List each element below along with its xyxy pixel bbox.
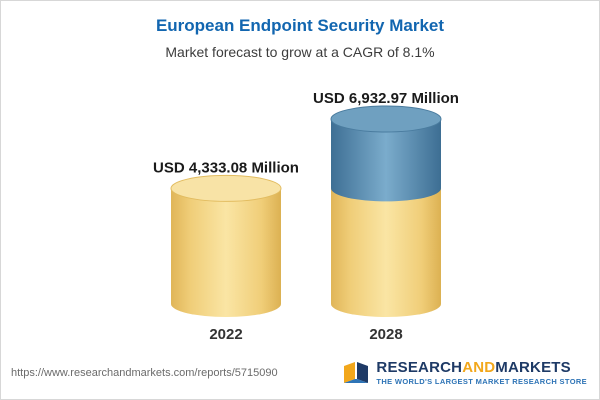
logo-mark-icon [344, 362, 369, 383]
logo-wordmark: RESEARCHANDMARKETS [376, 358, 587, 376]
logo-word-and: AND [462, 358, 496, 376]
chart-subtitle: Market forecast to grow at a CAGR of 8.1… [165, 44, 435, 60]
logo-word-research: RESEARCH [376, 358, 463, 376]
cylinder-bar-chart: USD 4,333.08 Million 2022 USD 6,932.97 Mil… [153, 90, 459, 343]
bar-2028 [330, 105, 442, 317]
bar-2022 [170, 174, 282, 317]
logo-word-markets: MARKETS [495, 358, 571, 376]
category-label: 2028 [369, 326, 402, 343]
logo-text: RESEARCHANDMARKETS THE WORLD'S LARGEST M… [376, 358, 587, 387]
value-label: USD 6,932.97 Million [313, 90, 459, 107]
footer: https://www.researchandmarkets.com/repor… [1, 353, 599, 399]
researchandmarkets-logo: RESEARCHANDMARKETS THE WORLD'S LARGEST M… [342, 358, 587, 387]
chart-title: European Endpoint Security Market [155, 16, 445, 35]
logo-tagline: THE WORLD'S LARGEST MARKET RESEARCH STOR… [376, 377, 587, 387]
report-url: https://www.researchandmarkets.com/repor… [11, 367, 278, 379]
value-label: USD 4,333.08 Million [153, 159, 299, 176]
category-label: 2022 [209, 326, 242, 343]
